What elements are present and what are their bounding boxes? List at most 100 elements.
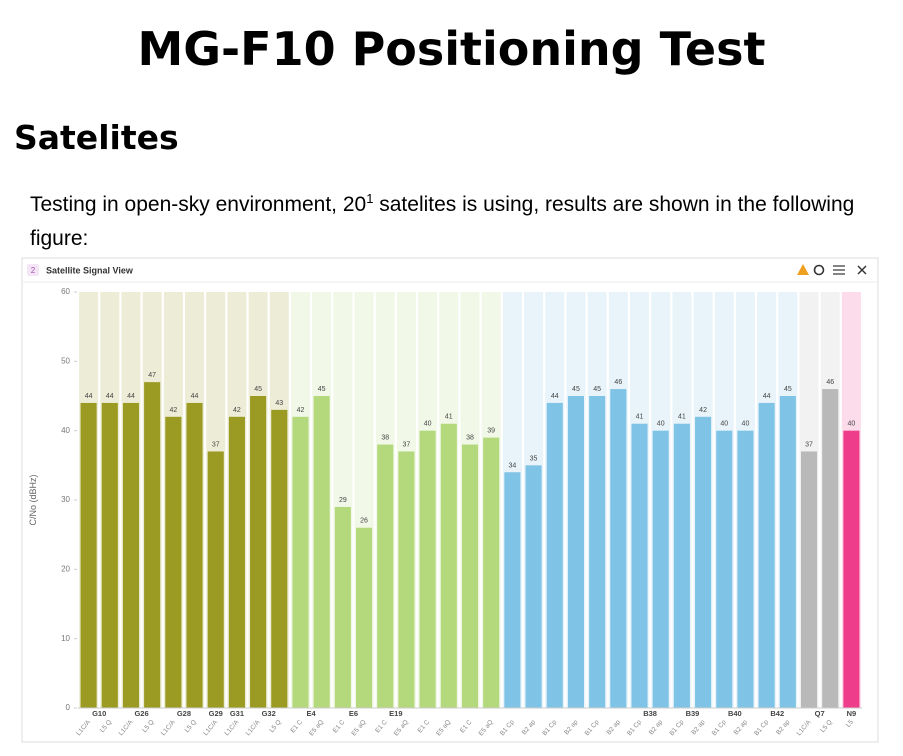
value-label: 29 (339, 497, 347, 504)
value-label: 45 (593, 386, 601, 393)
value-label: 38 (466, 435, 474, 442)
bar (377, 444, 394, 708)
value-label: 44 (763, 393, 771, 400)
x-group-label: E4 (306, 709, 316, 718)
paragraph-text: Testing in open-sky environment, 20 (30, 193, 367, 216)
paragraph-text: satelites is using, results are shown in… (30, 193, 855, 250)
bar (695, 416, 712, 708)
y-axis-label: C/No (dBHz) (28, 474, 38, 525)
y-tick-label: 40 (61, 426, 70, 435)
x-group-label: G29 (209, 709, 223, 718)
bar (313, 396, 330, 708)
value-label: 47 (148, 372, 156, 379)
bar (122, 402, 140, 708)
bar (758, 402, 775, 708)
bar (546, 402, 563, 708)
bar (271, 409, 288, 708)
bar (334, 506, 351, 708)
y-tick-label: 30 (61, 495, 70, 504)
value-label: 45 (254, 386, 262, 393)
x-group-label: B40 (728, 709, 742, 718)
bar (631, 423, 648, 708)
bar (716, 430, 733, 708)
bar (652, 430, 669, 708)
bar (567, 396, 584, 708)
close-icon[interactable] (857, 265, 867, 275)
value-label: 42 (699, 407, 707, 414)
warning-icon[interactable] (797, 264, 809, 275)
page-title: MG-F10 Positioning Test (137, 22, 766, 76)
y-tick-label: 60 (61, 287, 70, 296)
bar (610, 389, 627, 708)
value-label: 38 (381, 435, 389, 442)
bar (250, 396, 267, 708)
value-label: 45 (572, 386, 580, 393)
value-label: 44 (551, 393, 559, 400)
value-label: 46 (614, 379, 622, 386)
value-label: 35 (530, 455, 538, 462)
x-group-label: N9 (847, 709, 857, 718)
x-group-label: B39 (686, 709, 700, 718)
x-group-label: G26 (134, 709, 148, 718)
bar (80, 402, 97, 708)
bar (144, 382, 161, 708)
bar (440, 423, 457, 708)
bar (165, 416, 182, 708)
bar (800, 451, 818, 708)
value-label: 43 (275, 400, 283, 407)
paragraph: Testing in open-sky environment, 201 sat… (30, 182, 890, 256)
section-heading: Satelites (14, 118, 179, 157)
bar (525, 465, 542, 708)
value-label: 37 (805, 441, 813, 448)
bar (673, 423, 690, 708)
value-label: 40 (424, 421, 432, 428)
value-label: 45 (318, 386, 326, 393)
bar (186, 402, 203, 708)
x-group-label: E19 (389, 709, 402, 718)
value-label: 44 (127, 393, 135, 400)
value-label: 37 (403, 441, 411, 448)
bar (504, 472, 521, 708)
x-group-label: B38 (643, 709, 657, 718)
bar (822, 389, 839, 708)
x-group-label: G28 (177, 709, 191, 718)
bar (101, 402, 118, 708)
value-label: 40 (742, 421, 750, 428)
y-tick-label: 0 (66, 703, 71, 712)
value-label: 42 (169, 407, 177, 414)
value-label: 42 (297, 407, 305, 414)
bar (461, 444, 479, 708)
panel-index: 2 (31, 266, 36, 275)
bar (589, 396, 606, 708)
value-label: 40 (720, 421, 728, 428)
value-label: 46 (826, 379, 834, 386)
value-label: 40 (848, 421, 856, 428)
x-sub-label: L5 (845, 718, 855, 728)
bar (737, 430, 754, 708)
value-label: 26 (360, 518, 368, 525)
value-label: 41 (678, 414, 686, 421)
x-group-label: G10 (92, 709, 106, 718)
x-group-label: E6 (349, 709, 358, 718)
value-label: 42 (233, 407, 241, 414)
footnote-mark: 1 (366, 191, 374, 206)
y-tick-label: 10 (61, 634, 70, 643)
value-label: 39 (487, 428, 495, 435)
value-label: 44 (106, 393, 114, 400)
bar (419, 430, 436, 708)
settings-icon[interactable] (833, 265, 845, 275)
bar (398, 451, 415, 708)
value-label: 45 (784, 386, 792, 393)
panel-title: Satellite Signal View (46, 265, 134, 275)
value-label: 41 (445, 414, 453, 421)
refresh-icon[interactable] (813, 264, 825, 276)
value-label: 44 (85, 393, 93, 400)
bar (843, 430, 860, 708)
y-tick-label: 50 (61, 356, 70, 365)
x-group-label: B42 (770, 709, 784, 718)
bar (292, 416, 309, 708)
panel-badge (27, 264, 39, 276)
